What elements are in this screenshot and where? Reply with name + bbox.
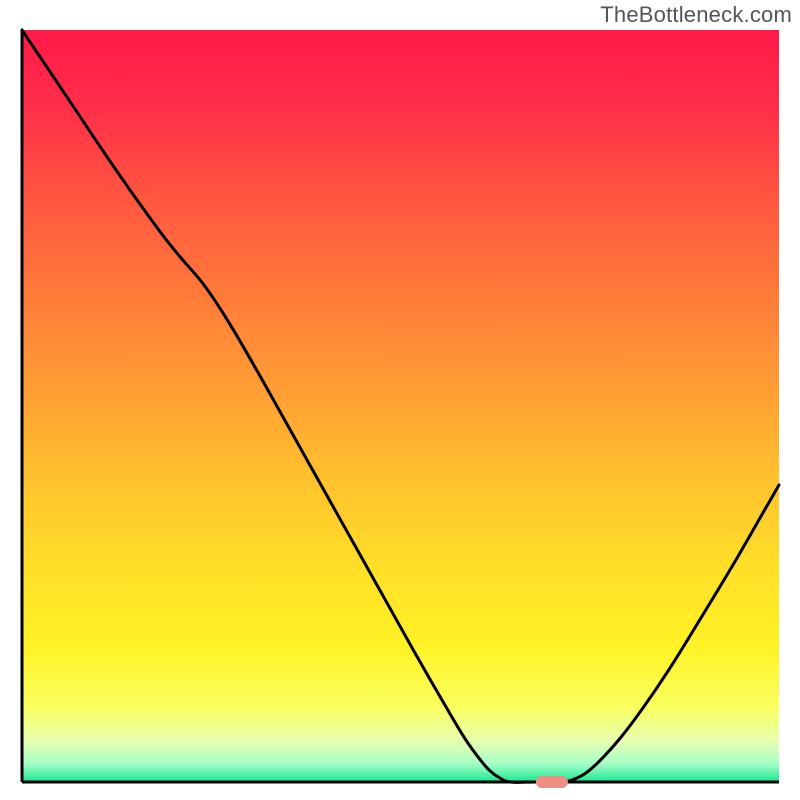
bottleneck-chart	[0, 0, 800, 800]
watermark-text: TheBottleneck.com	[600, 2, 792, 28]
chart-container: TheBottleneck.com	[0, 0, 800, 800]
gradient-background	[22, 30, 779, 782]
optimal-point-marker	[536, 776, 568, 788]
